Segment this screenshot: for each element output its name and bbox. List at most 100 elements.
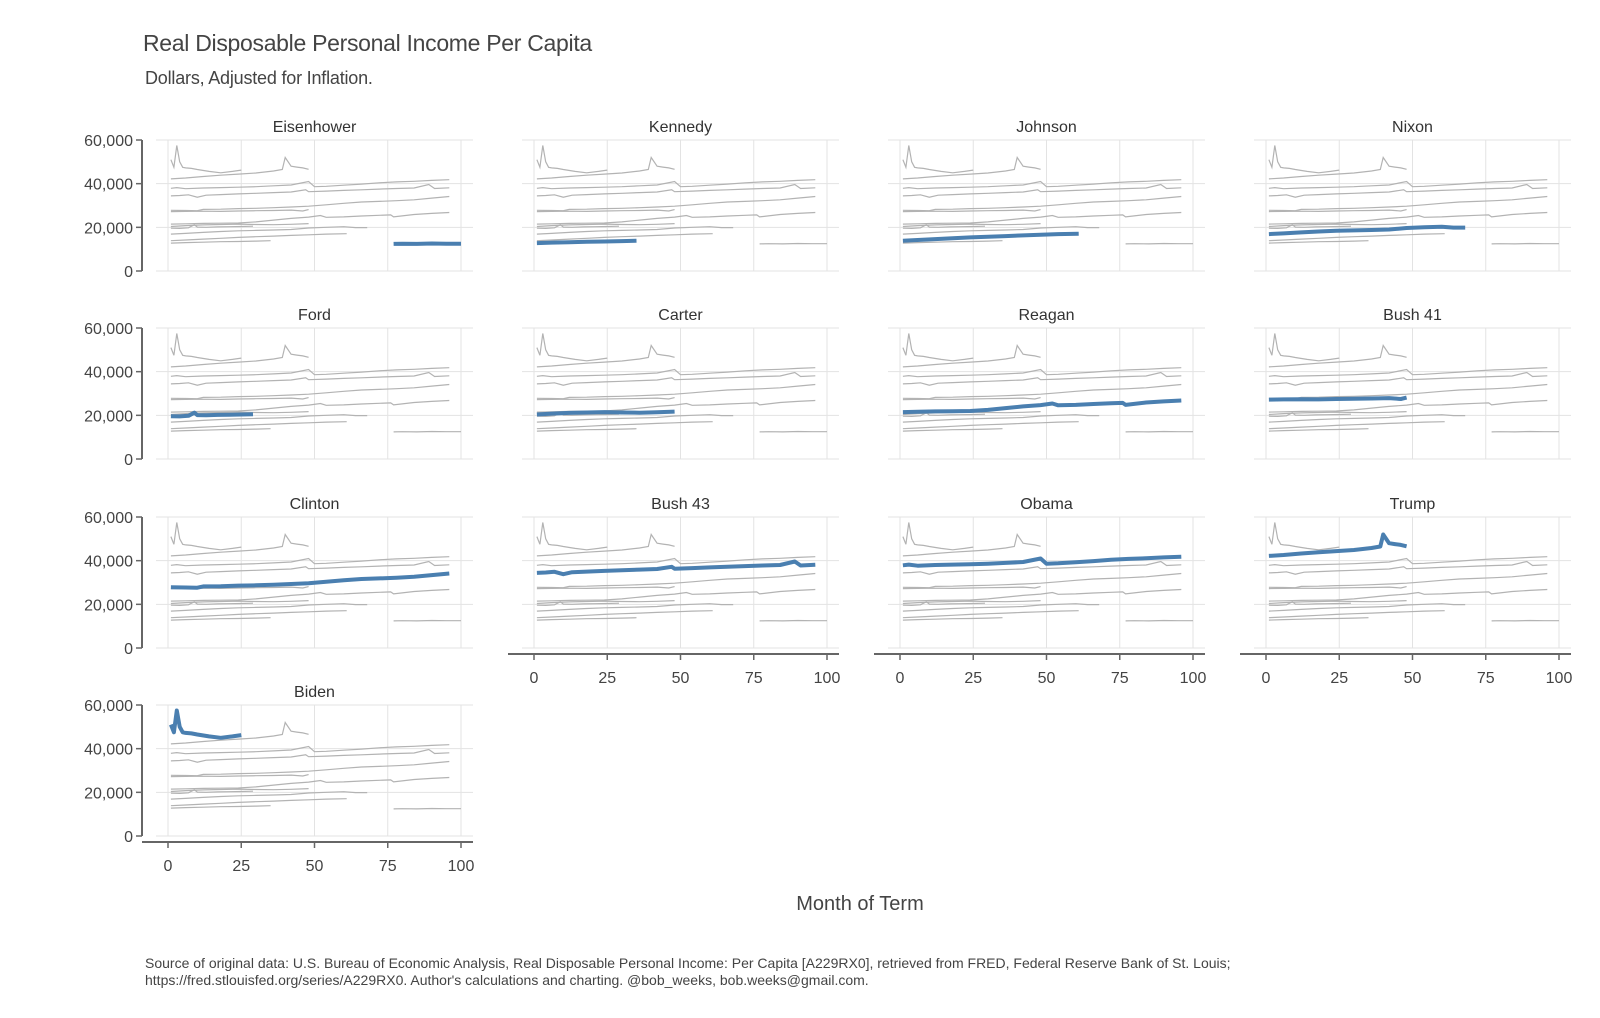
background-series-line [170, 397, 309, 401]
background-series-line [170, 333, 242, 362]
background-series-line [1268, 556, 1548, 567]
background-series-line [170, 617, 271, 621]
background-series-line [902, 603, 1100, 612]
x-tick-label: 0 [1262, 670, 1271, 687]
x-tick-label: 0 [896, 670, 905, 687]
background-series-line [902, 183, 1182, 198]
background-series-line [170, 744, 450, 755]
panel-bush-43: Bush 43 0 25 50 75 100 [508, 496, 840, 687]
x-tick-label: 75 [745, 670, 763, 687]
background-series-line [170, 226, 368, 235]
highlight-series-line [169, 708, 242, 740]
background-series-line [170, 211, 450, 225]
panel-title: Obama [1020, 496, 1073, 513]
background-series-line [1268, 428, 1369, 432]
chart-title: Real Disposable Personal Income Per Capi… [143, 30, 592, 56]
background-series-line [536, 397, 675, 401]
background-series-line [170, 556, 450, 567]
background-series-line [170, 156, 309, 180]
background-series-line [170, 223, 309, 228]
panel-title: Bush 41 [1383, 307, 1442, 324]
y-tick-label: 0 [124, 452, 133, 469]
background-series-line [536, 533, 675, 557]
x-axis-label: Month of Term [796, 893, 924, 915]
background-series-line [902, 226, 1100, 235]
background-series-line [902, 560, 1182, 575]
y-tick-label: 60,000 [84, 321, 133, 338]
panel-title: Clinton [290, 496, 340, 513]
highlight-series-line [902, 554, 1182, 568]
panel-eisenhower: Eisenhower 0 20,000 40,000 60,000 [84, 119, 473, 281]
background-series-line [170, 560, 450, 575]
background-series-line [536, 344, 675, 368]
background-series-line [170, 195, 450, 212]
panel-carter: Carter [522, 307, 839, 460]
panel-kennedy: Kennedy [522, 119, 839, 272]
background-series-line [170, 209, 309, 213]
caption-line-2: https://fred.stlouisfed.org/series/A229R… [145, 972, 869, 988]
background-series-line [902, 533, 1041, 557]
background-series-line [1268, 344, 1407, 368]
y-tick-label: 40,000 [84, 554, 133, 571]
panel-title: Carter [658, 307, 703, 324]
y-tick-label: 20,000 [84, 408, 133, 425]
background-series-line [536, 556, 816, 567]
background-series-line [1268, 522, 1340, 551]
background-series-line [170, 805, 271, 809]
panel-clinton: Clinton 0 20,000 40,000 60,000 [84, 496, 473, 658]
background-series-line [536, 588, 816, 602]
background-series-line [536, 600, 620, 607]
x-tick-label: 100 [448, 858, 475, 875]
x-tick-label: 0 [164, 858, 173, 875]
background-series-line [1268, 371, 1548, 386]
background-series-line [170, 421, 347, 430]
background-series-line [902, 145, 974, 174]
background-series-line [1268, 333, 1340, 362]
highlight-series-line [1268, 395, 1408, 402]
background-series-line [902, 209, 1041, 213]
x-tick-label: 25 [232, 858, 250, 875]
x-tick-label: 100 [1546, 670, 1573, 687]
background-series-line [902, 397, 1041, 401]
x-tick-label: 25 [598, 670, 616, 687]
caption-line-1: Source of original data: U.S. Bureau of … [145, 955, 1231, 971]
background-series-line [536, 223, 620, 230]
background-series-line [170, 383, 450, 400]
panel-title: Kennedy [649, 119, 712, 136]
background-series-line [170, 788, 254, 795]
background-series-line [902, 195, 1182, 212]
background-series-line [170, 788, 309, 793]
panel-johnson: Johnson [888, 119, 1205, 272]
background-series-line [170, 603, 368, 612]
background-series-line [536, 223, 675, 228]
background-series-line [1268, 223, 1407, 228]
y-tick-label: 60,000 [84, 510, 133, 527]
x-tick-label: 50 [1404, 670, 1422, 687]
background-series-line [536, 156, 675, 180]
background-series-line [536, 572, 816, 589]
background-series-line [536, 399, 816, 413]
background-series-line [902, 240, 1003, 244]
background-series-line [170, 522, 242, 551]
background-series-line [1268, 195, 1548, 212]
x-tick-label: 0 [530, 670, 539, 687]
background-series-line [170, 600, 309, 605]
panel-title: Biden [294, 684, 335, 701]
background-series-line [1268, 223, 1352, 230]
background-series-line [536, 183, 816, 198]
y-tick-label: 20,000 [84, 597, 133, 614]
background-series-line [1268, 610, 1445, 619]
background-series-line [536, 233, 713, 242]
background-series-line [170, 145, 242, 174]
x-tick-label: 50 [1038, 670, 1056, 687]
highlight-series-line [902, 231, 1079, 243]
background-series-line [170, 240, 271, 244]
background-series-line [1268, 411, 1352, 418]
background-series-line [902, 522, 974, 551]
background-series-line [536, 586, 675, 590]
panel-reagan: Reagan [888, 307, 1205, 460]
x-tick-label: 25 [1330, 670, 1348, 687]
background-series-line [170, 721, 309, 745]
panel-title: Bush 43 [651, 496, 710, 513]
